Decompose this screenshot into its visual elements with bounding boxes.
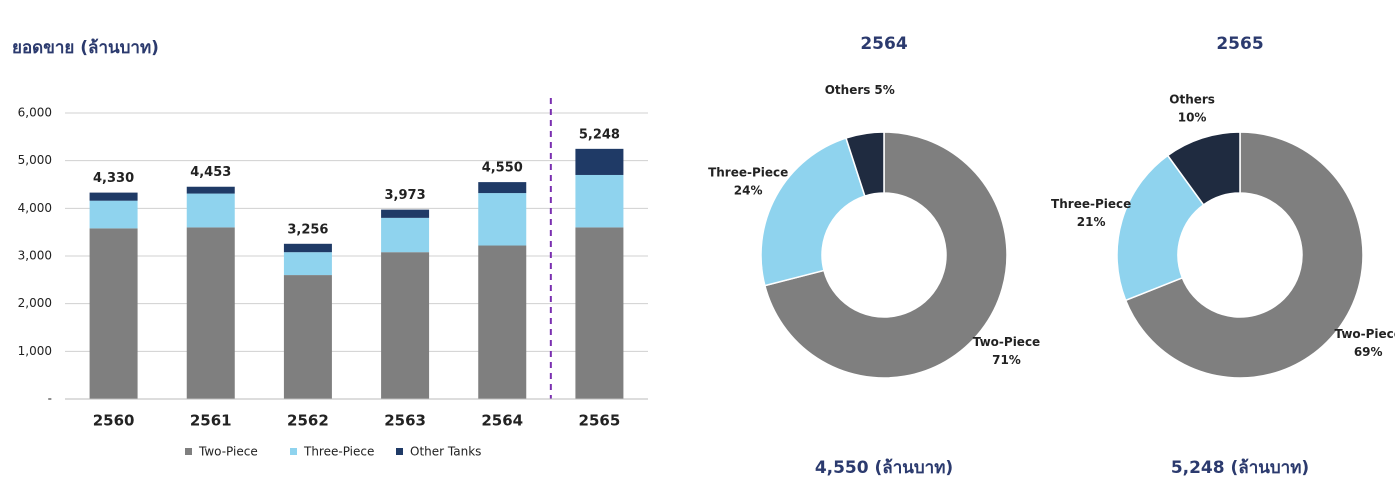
total-label: 4,453 [190, 165, 231, 180]
legend-swatch [396, 448, 403, 455]
chart-title: 2565 [1216, 34, 1263, 54]
y-tick-label: 5,000 [18, 153, 52, 167]
bar-segment [283, 252, 332, 276]
slice-percent: 5% [874, 82, 894, 96]
slice-name: Two-Piece [973, 335, 1040, 349]
donut-slice [760, 137, 866, 287]
chart-caption: 4,550 (ล้านบาท) [815, 458, 953, 478]
y-tick-label: 2,000 [18, 296, 52, 310]
x-tick-label: 2561 [190, 412, 232, 430]
slice-label: Two-Piece 69% [1334, 327, 1395, 359]
slice-percent: 24% [734, 183, 763, 197]
x-tick-label: 2564 [481, 412, 523, 430]
chart-caption: 5,248 (ล้านบาท) [1171, 458, 1309, 478]
bar-segment [381, 209, 430, 218]
bar-segment [478, 245, 527, 399]
legend-swatch [290, 448, 297, 455]
donut-slice [1116, 154, 1205, 302]
bar-segment [575, 148, 624, 175]
slice-label: Others 10% [1169, 92, 1215, 124]
bar-segment [575, 174, 624, 228]
donut-slice [1124, 131, 1364, 379]
x-tick-label: 2562 [287, 412, 329, 430]
total-label: 4,330 [93, 171, 134, 186]
bar-segment [186, 186, 235, 194]
legend-swatch [185, 448, 192, 455]
chart-title: 2564 [860, 34, 907, 54]
bar-segment [283, 243, 332, 253]
total-label: 4,550 [482, 161, 523, 176]
bar-segment [89, 228, 138, 399]
bar-segment [381, 252, 430, 399]
slice-percent: 71% [992, 353, 1021, 367]
chart-title: ยอดขาย (ล้านบาท) [12, 38, 159, 58]
bar-segment [478, 193, 527, 246]
x-tick-label: 2560 [93, 412, 135, 430]
y-tick-label: 6,000 [18, 106, 52, 120]
slice-percent: 21% [1077, 214, 1106, 228]
legend-label: Other Tanks [410, 445, 481, 459]
x-tick-label: 2565 [579, 412, 621, 430]
legend-label: Two-Piece [198, 445, 258, 459]
slice-name: Others [1169, 92, 1215, 106]
y-tick-label: 1,000 [18, 344, 52, 358]
donut-slice [845, 131, 885, 197]
slice-name: Three-Piece [1051, 196, 1131, 210]
slice-label: Three-Piece 24% [708, 165, 788, 197]
slice-percent: 69% [1354, 345, 1383, 359]
donut-slice [763, 131, 1008, 379]
bar-segment [283, 275, 332, 399]
slice-name: Three-Piece [708, 165, 788, 179]
y-tick-label: 3,000 [18, 249, 52, 263]
slice-percent: 10% [1178, 110, 1207, 124]
x-tick-label: 2563 [384, 412, 426, 430]
bar-segment [575, 227, 624, 399]
bar-segment [381, 217, 430, 253]
total-label: 5,248 [579, 127, 620, 142]
bar-segment [478, 182, 527, 194]
bar-segment [89, 192, 138, 201]
slice-name: Others [825, 82, 871, 96]
legend-label: Three-Piece [303, 445, 374, 459]
bar-segment [89, 200, 138, 229]
y-tick-label: - [48, 392, 52, 406]
y-tick-label: 4,000 [18, 201, 52, 215]
total-label: 3,973 [385, 188, 426, 203]
slice-name: Two-Piece [1334, 327, 1395, 341]
bar-segment [186, 227, 235, 399]
total-label: 3,256 [287, 222, 328, 237]
slice-label: Three-Piece 21% [1051, 196, 1131, 228]
slice-label: Two-Piece 71% [973, 335, 1040, 367]
donut-slice [1166, 131, 1241, 206]
bar-segment [186, 193, 235, 228]
slice-label: Others 5% [825, 82, 895, 96]
